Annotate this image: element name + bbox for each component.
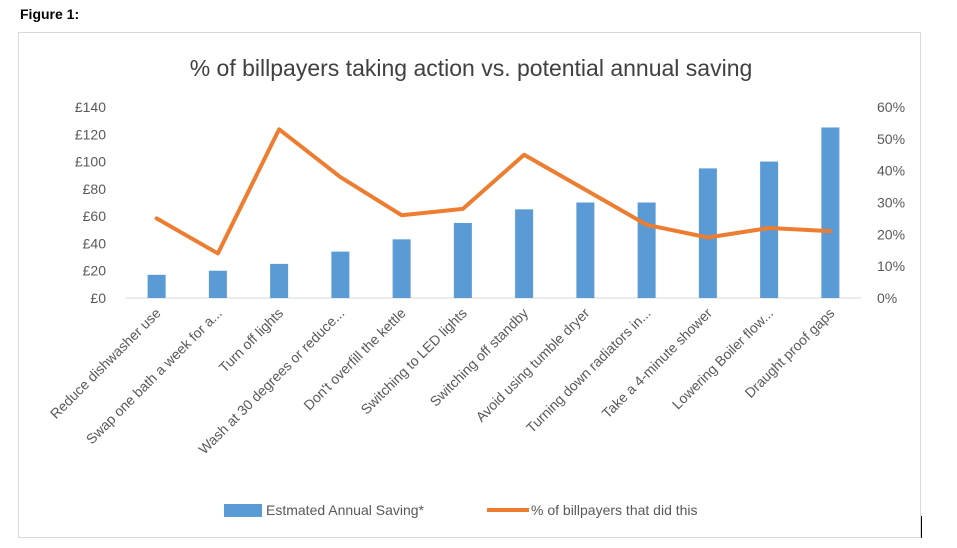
category-label: Avoid using tumble dryer — [472, 305, 592, 425]
legend: Estmated Annual Saving* % of billpayers t… — [224, 502, 698, 518]
left-tick-label: £120 — [75, 126, 106, 142]
bar — [147, 274, 166, 298]
category-label: Turning down radiators in... — [523, 305, 654, 436]
bar — [392, 239, 411, 298]
category-label: Lowering Boiler flow... — [669, 305, 777, 413]
combo-chart: % of billpayers taking action vs. potent… — [47, 55, 905, 518]
chart-frame: % of billpayers taking action vs. potent… — [18, 32, 921, 538]
bar — [698, 168, 717, 298]
bar — [821, 127, 840, 298]
left-tick-label: £100 — [75, 154, 106, 170]
bar — [637, 202, 656, 298]
left-axis-ticks: £0 £20 £40 £60 £80 £100 £120 £140 — [75, 99, 106, 306]
right-tick-label: 0% — [877, 290, 897, 306]
legend-label-line: % of billpayers that did this — [531, 502, 698, 518]
left-tick-label: £80 — [83, 181, 107, 197]
category-label: Switching to LED lights — [357, 305, 470, 418]
right-tick-label: 10% — [877, 258, 905, 274]
figure-label: Figure 1: — [20, 6, 80, 22]
bar — [515, 209, 534, 298]
line-series — [154, 127, 833, 256]
left-tick-label: £20 — [83, 263, 107, 279]
category-label: Don't overfill the kettle — [300, 305, 409, 414]
left-tick-label: £140 — [75, 99, 106, 115]
text-cursor — [921, 516, 922, 538]
category-label: Swap one bath a week for a... — [83, 305, 225, 447]
right-axis-ticks: 0% 10% 20% 30% 40% 50% 60% — [877, 99, 905, 306]
left-tick-label: £0 — [90, 290, 106, 306]
right-tick-label: 30% — [877, 195, 905, 211]
percent-line — [154, 127, 833, 256]
bar — [208, 270, 227, 298]
bar — [270, 263, 289, 298]
legend-label-bar: Estmated Annual Saving* — [266, 502, 425, 518]
left-tick-label: £40 — [83, 235, 107, 251]
category-label: Reduce dishwasher use — [47, 305, 164, 422]
legend-swatch-bar — [224, 504, 262, 517]
bar — [453, 222, 472, 298]
left-tick-label: £60 — [83, 208, 107, 224]
bar — [576, 202, 595, 298]
category-label: Take a 4-minute shower — [599, 305, 716, 422]
chart-title: % of billpayers taking action vs. potent… — [190, 55, 753, 81]
bar — [331, 251, 350, 298]
right-tick-label: 60% — [877, 99, 905, 115]
right-tick-label: 40% — [877, 163, 905, 179]
right-tick-label: 50% — [877, 131, 905, 147]
bar-series — [147, 127, 840, 298]
right-tick-label: 20% — [877, 226, 905, 242]
